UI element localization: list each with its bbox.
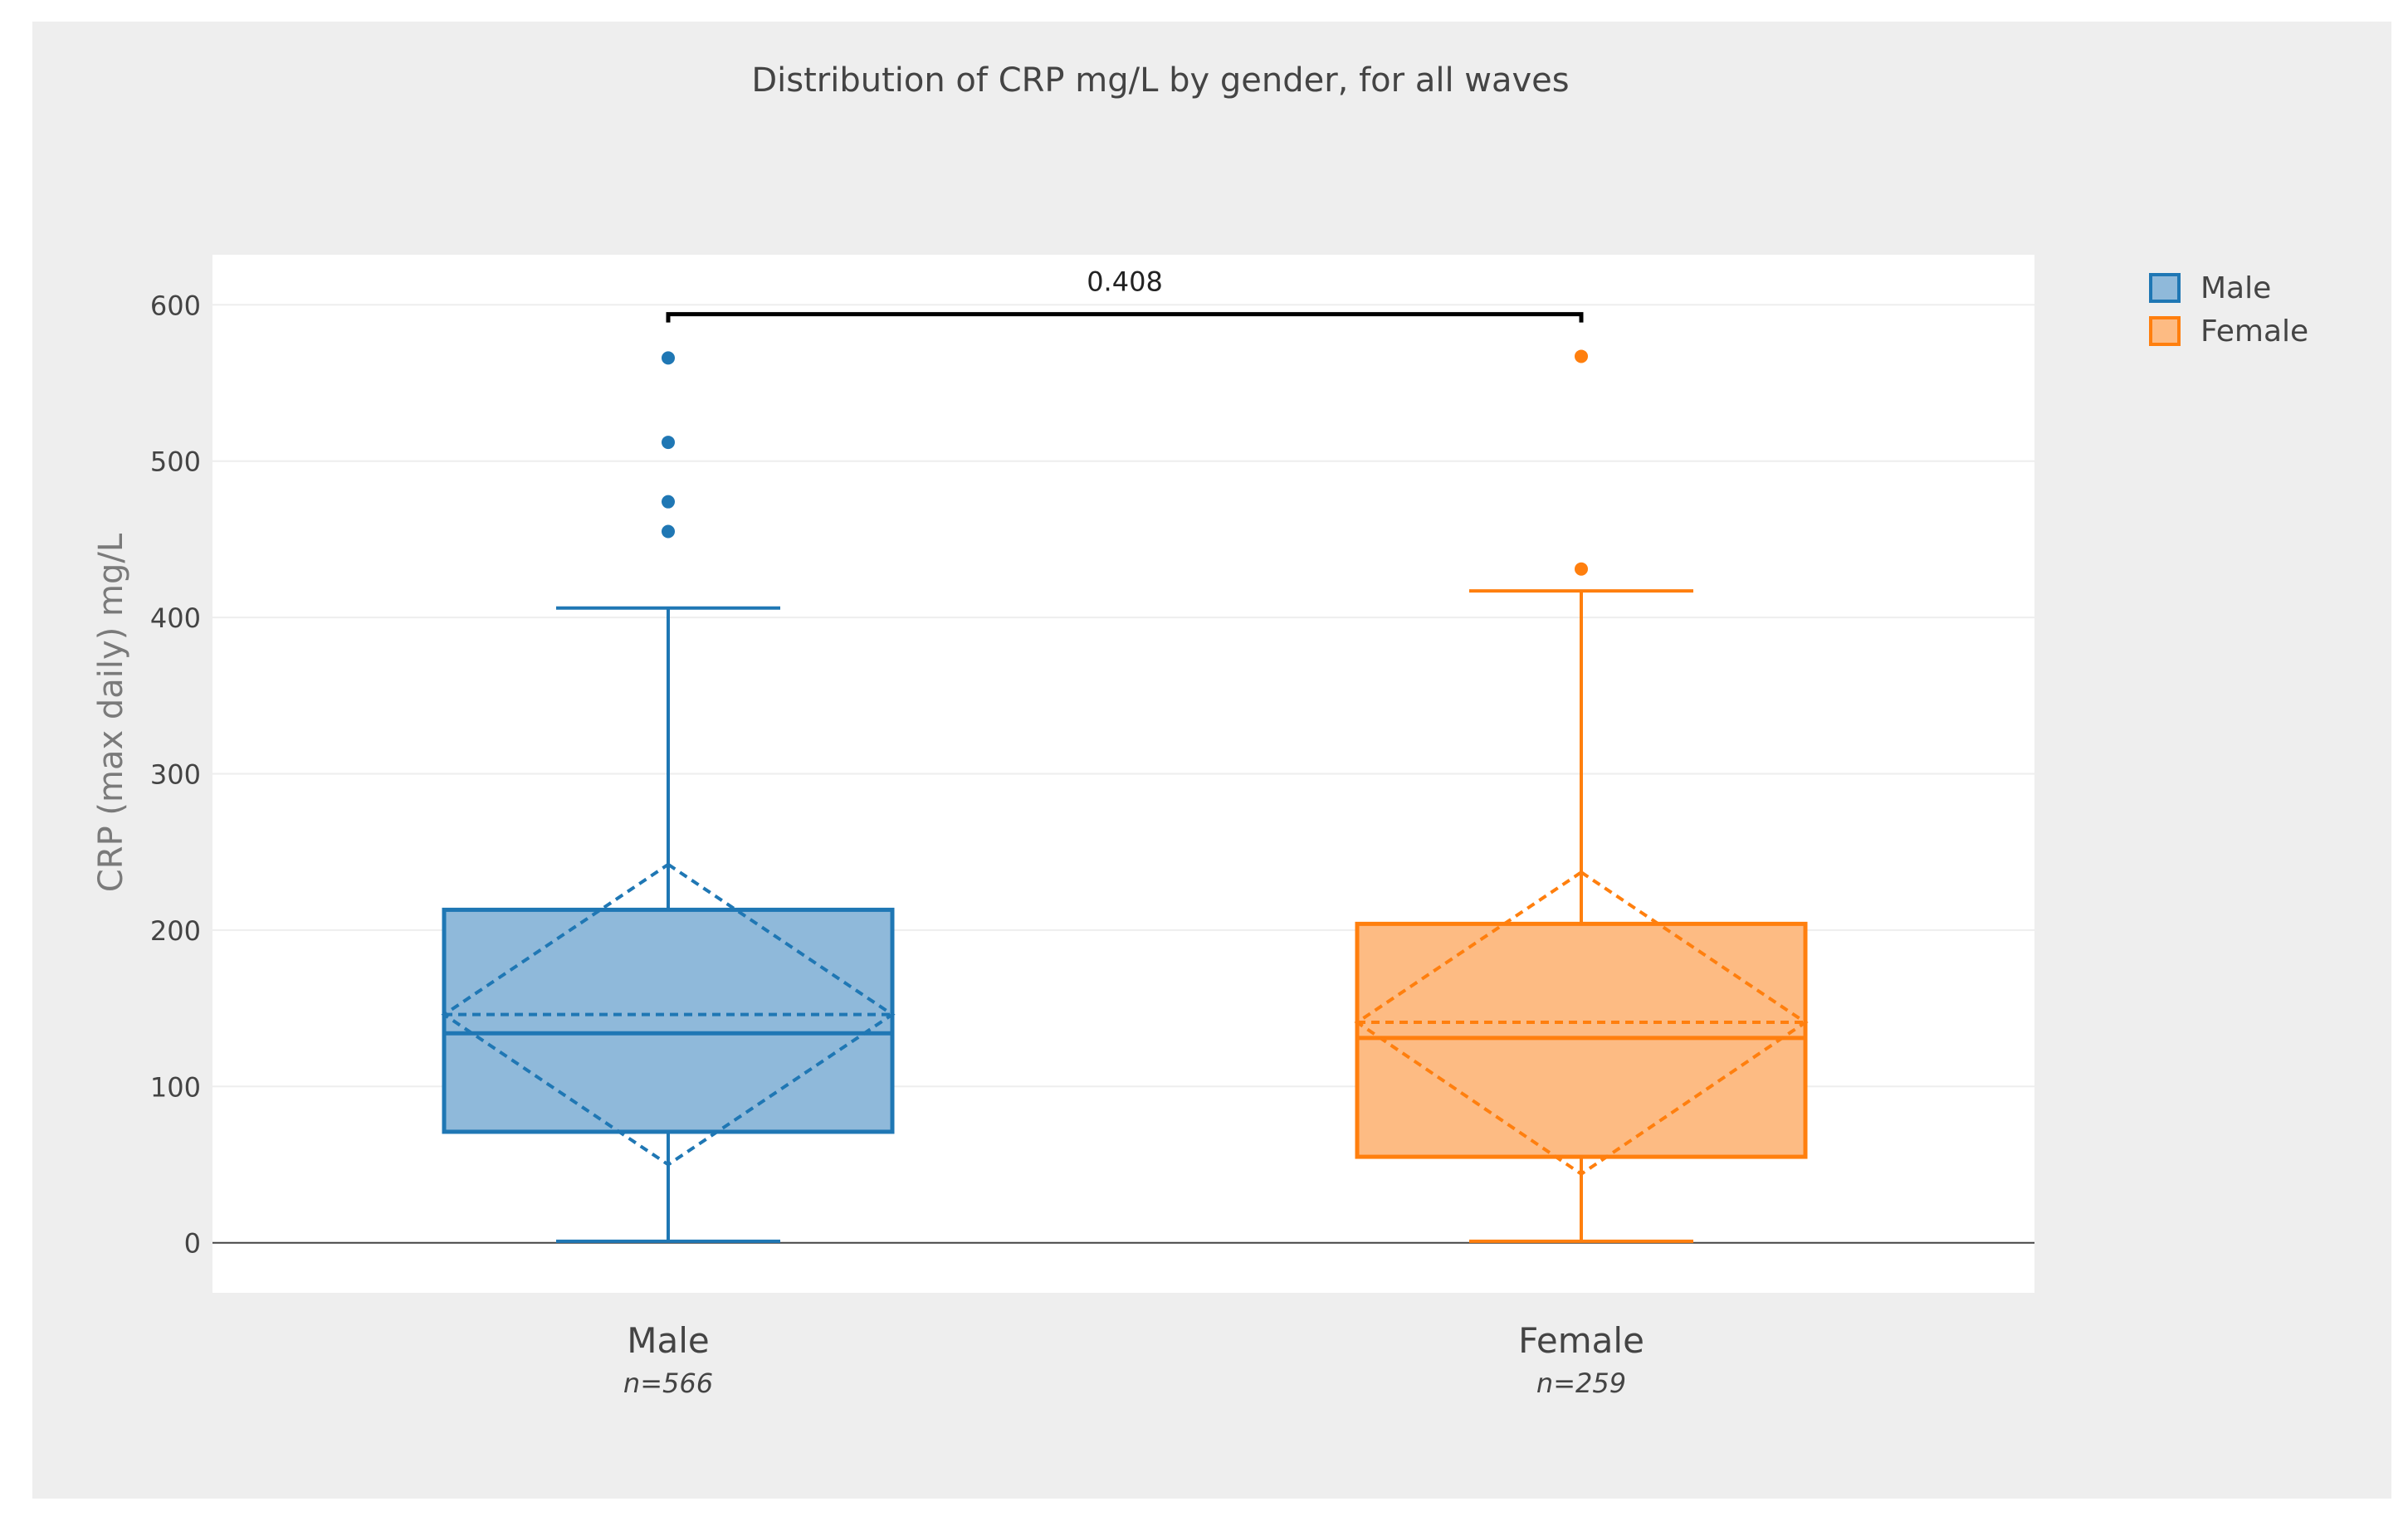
iqr-box (442, 907, 895, 1134)
box-male (441, 351, 896, 1243)
outlier-point (662, 436, 675, 450)
legend-swatch (2149, 273, 2181, 303)
outlier-point (1575, 562, 1588, 576)
y-axis-title: CRP (max daily) mg/L (92, 533, 130, 892)
y-tick-label: 600 (150, 290, 201, 321)
y-tick-label: 500 (150, 446, 201, 478)
outlier-point (1575, 349, 1588, 363)
box-female (1354, 349, 1809, 1243)
y-tick-label: 100 (150, 1071, 201, 1103)
significance-bracket (666, 312, 1584, 323)
outlier-point (662, 495, 675, 509)
x-category-count: n=259 (1536, 1367, 1626, 1399)
y-tick-label: 200 (150, 915, 201, 947)
legend-label: Male (2200, 271, 2271, 305)
legend-swatch (2149, 316, 2181, 346)
x-category-count: n=566 (623, 1367, 713, 1399)
mean-sd-diamond (441, 862, 896, 1167)
outlier-point (662, 524, 675, 539)
legend-label: Female (2200, 314, 2308, 349)
y-tick-label: 400 (150, 602, 201, 634)
significance-annotation: 0.408 (666, 266, 1584, 323)
x-axis-categories: Male n=566 Female n=259 (623, 1320, 1644, 1399)
legend[interactable]: Male Female (2149, 271, 2308, 349)
x-category-label: Female (1518, 1320, 1644, 1361)
y-tick-label: 0 (184, 1228, 201, 1260)
iqr-box (1355, 921, 1808, 1159)
mean-sd-diamond (1354, 870, 1809, 1177)
y-axis-ticks: 0 100 200 300 400 500 600 (150, 290, 201, 1259)
chart-title: Distribution of CRP mg/L by gender, for … (751, 61, 1569, 100)
x-category-label: Male (627, 1320, 709, 1361)
outlier-point (662, 351, 675, 365)
chart-card: Distribution of CRP mg/L by gender, for … (32, 22, 2391, 1499)
legend-item-male[interactable]: Male (2149, 271, 2271, 305)
legend-item-female[interactable]: Female (2149, 314, 2308, 349)
significance-label: 0.408 (1087, 266, 1163, 298)
y-tick-label: 300 (150, 759, 201, 791)
box-plot-chart: Distribution of CRP mg/L by gender, for … (92, 61, 2308, 1399)
boxes (441, 349, 1809, 1243)
